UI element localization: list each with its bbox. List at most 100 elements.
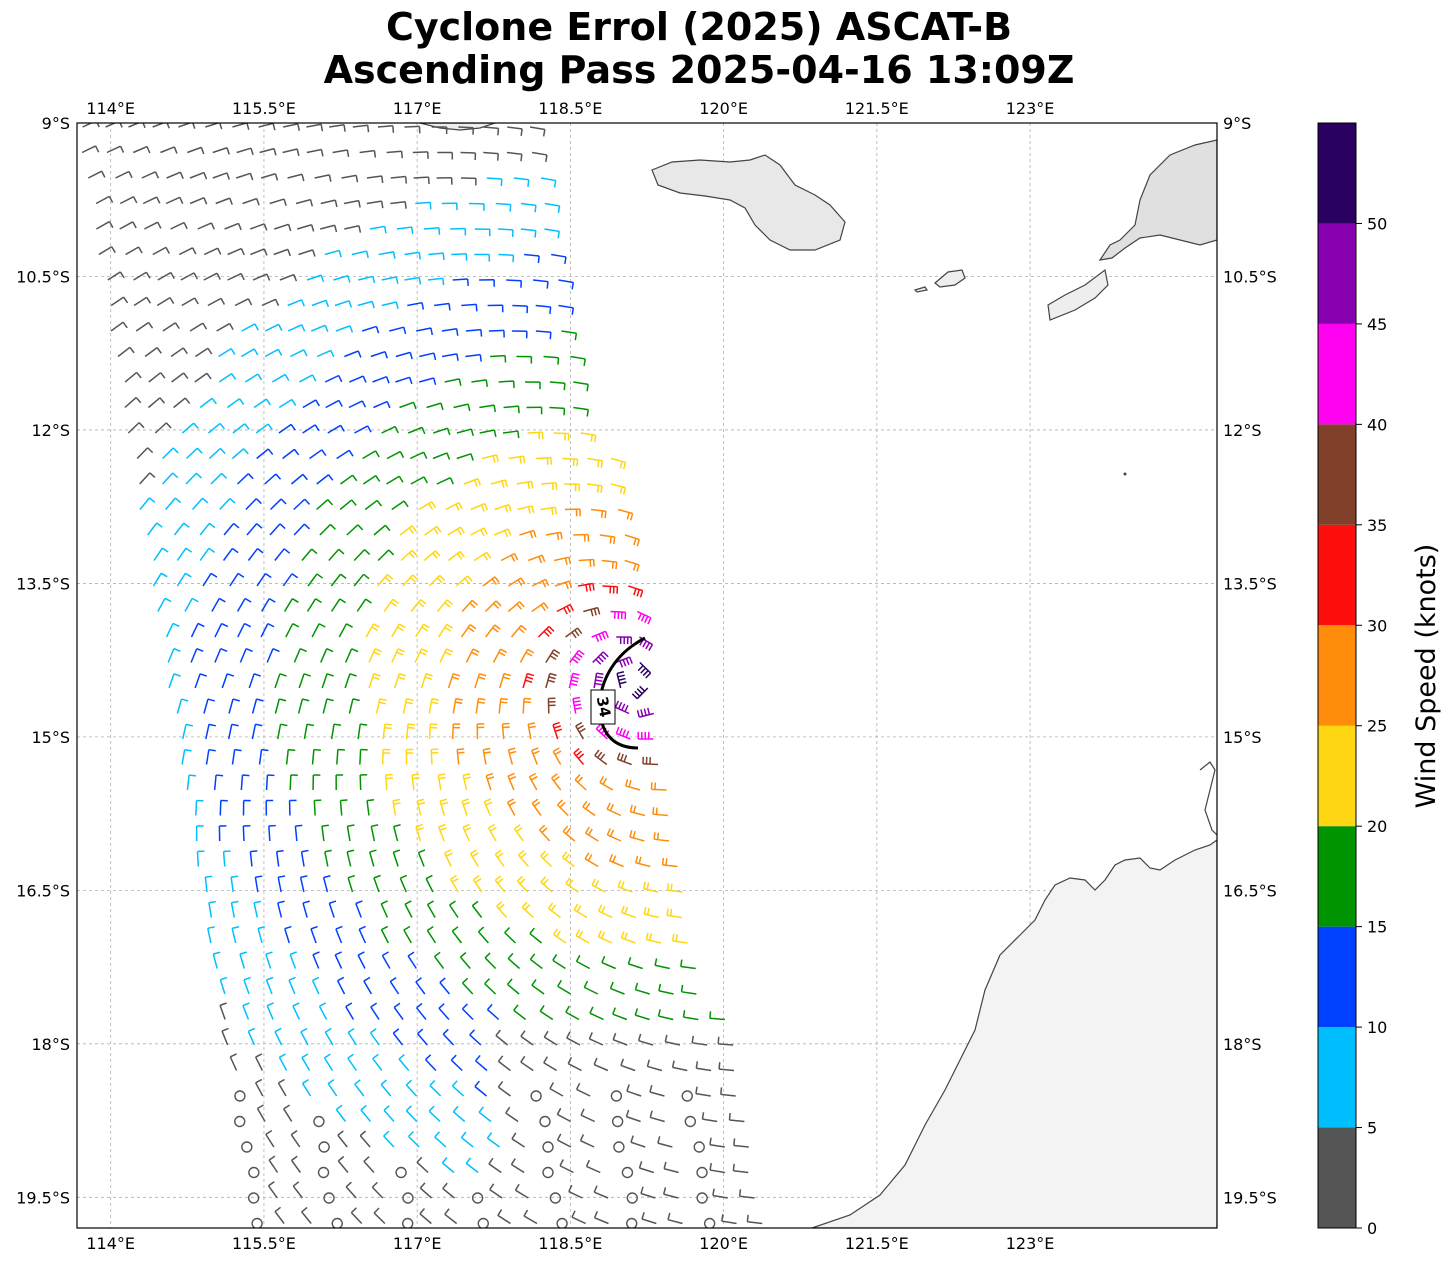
wind-barb [161, 472, 179, 485]
wind-barb [556, 1107, 571, 1123]
wind-barb [461, 599, 478, 613]
wind-barb [497, 1081, 511, 1097]
wind-barb [222, 547, 239, 561]
wind-barb [412, 151, 429, 159]
wind-barb [264, 473, 282, 485]
wind-barb [258, 123, 276, 131]
wind-barb [226, 398, 245, 409]
wind-barb [170, 221, 188, 230]
wind-barb [531, 578, 550, 588]
wind-barb [498, 253, 515, 263]
wind-barb [562, 825, 576, 842]
wind-barb [194, 372, 212, 383]
y-tick-label-right-6: 18°S [1223, 1035, 1262, 1054]
sumba-island [1047, 268, 1109, 321]
wind-barb [373, 874, 381, 893]
wind-barb [344, 648, 359, 663]
wind-barb [565, 1005, 580, 1021]
wind-barb [465, 328, 483, 337]
wind-barb [213, 774, 224, 791]
wind-barb [332, 149, 350, 158]
wind-barb [395, 1166, 407, 1179]
wind-barb [338, 623, 353, 638]
wind-barb [306, 123, 324, 132]
chart-title-line-1: Cyclone Errol (2025) ASCAT-B [385, 5, 1013, 49]
wind-barb [87, 170, 106, 179]
wind-barb [187, 146, 205, 155]
wind-barb [119, 221, 137, 230]
wind-barb [526, 406, 543, 415]
wind-barb [297, 224, 315, 232]
wind-barb [428, 1105, 441, 1123]
wind-barb [208, 900, 216, 918]
wind-barb [469, 849, 479, 867]
wind-barb [507, 577, 526, 587]
wind-barb [516, 355, 533, 364]
wind-barb [323, 1192, 335, 1204]
x-tick-label-top-3: 118.5°E [538, 99, 602, 118]
wind-barb [429, 1079, 442, 1097]
wind-barb [321, 824, 330, 842]
colorbar-bin-3 [1318, 826, 1356, 927]
wind-barb [377, 574, 394, 587]
wind-barb [403, 925, 413, 944]
wind-barb [490, 354, 507, 363]
colorbar-bin-9 [1318, 223, 1356, 324]
wind-barb [512, 304, 529, 314]
wind-barb [626, 1217, 638, 1228]
wind-barb [613, 1141, 625, 1153]
wind-barb [339, 799, 348, 816]
wind-barb [260, 173, 279, 181]
wind-barb [381, 276, 399, 284]
wind-barb [408, 1130, 420, 1148]
colorbar-tick-label-5: 25 [1367, 717, 1387, 736]
wind-barb [274, 223, 292, 232]
wind-barb [265, 951, 273, 969]
wind-barb [328, 900, 337, 918]
wind-barb [189, 197, 208, 205]
wind-barb [485, 624, 501, 638]
y-tick-label-right-2: 12°S [1223, 421, 1262, 440]
wind-barb [224, 222, 242, 231]
wind-barb [451, 723, 461, 740]
wind-barb [553, 432, 570, 441]
wind-barb [453, 403, 471, 412]
wind-barb [520, 202, 537, 213]
wind-barb [178, 247, 197, 256]
wind-barb [197, 222, 215, 230]
x-tick-label-bottom-2: 117°E [393, 1234, 442, 1253]
wind-barb [203, 247, 222, 256]
wind-barb [199, 547, 216, 561]
wind-barb [513, 1004, 527, 1021]
wind-barb [106, 145, 125, 154]
wind-barb [666, 908, 683, 919]
wind-barb [190, 622, 205, 638]
wind-barb [461, 977, 474, 995]
wind-barb [241, 323, 259, 332]
wind-barb [580, 1108, 595, 1123]
wind-barb [498, 672, 511, 689]
wind-barb [194, 673, 207, 689]
wind-barb [302, 399, 321, 409]
wind-barb [336, 976, 346, 995]
wind-barb [594, 749, 608, 766]
wind-barb [219, 799, 228, 816]
wind-barb [556, 603, 575, 615]
wind-barb [474, 253, 491, 262]
wind-barb [547, 697, 556, 714]
wind-barb [269, 498, 287, 511]
wind-barb [282, 573, 299, 587]
wind-barb [323, 1053, 334, 1071]
wind-barb [517, 505, 535, 514]
wind-barb [207, 297, 226, 307]
wind-barb [498, 228, 514, 237]
wind-barb [609, 981, 625, 995]
wind-barb [392, 798, 401, 816]
wind-barb [514, 1183, 529, 1199]
wind-barb [636, 707, 654, 718]
wind-barb [425, 1054, 437, 1072]
wind-barb [510, 624, 527, 638]
wind-barb [561, 851, 575, 868]
wind-barb [540, 876, 553, 893]
wind-barb [658, 983, 674, 995]
